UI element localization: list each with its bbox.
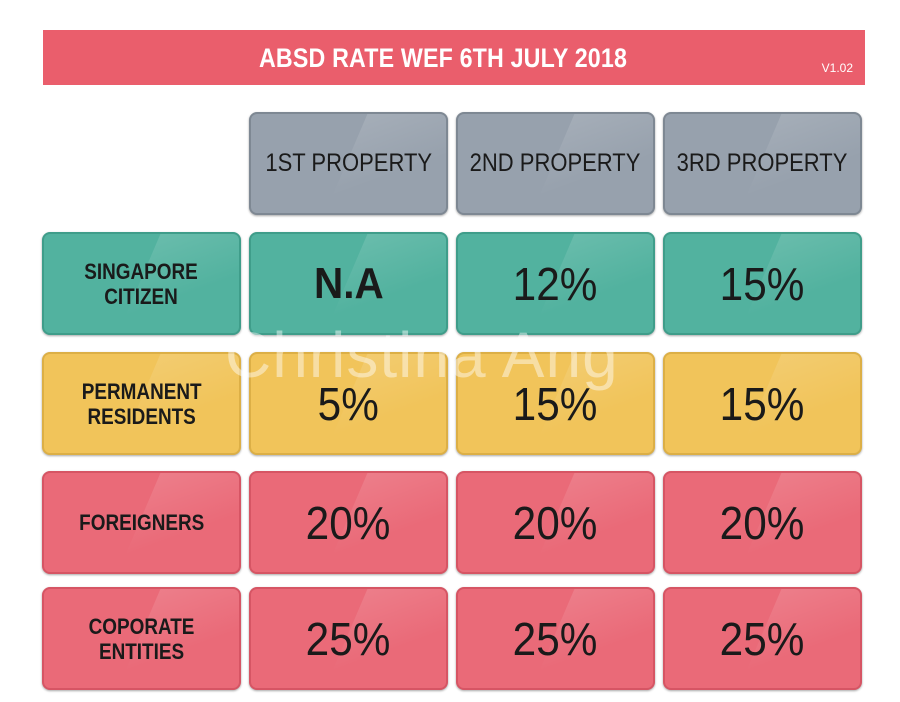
rate-cell-corporate-1st: 25% [249,587,448,690]
rate-cell-corporate-3rd: 25% [663,587,862,690]
column-header-1st-property: 1ST PROPERTY [249,112,448,215]
rate-cell-pr-2nd: 15% [456,352,655,455]
row-label-singapore-citizen: SINGAPORE CITIZEN [42,232,241,335]
rate-cell-pr-1st: 5% [249,352,448,455]
rate-cell-citizen-2nd: 12% [456,232,655,335]
title-banner: ABSD RATE WEF 6TH JULY 2018 V1.02 [43,30,865,85]
rate-cell-citizen-3rd: 15% [663,232,862,335]
rate-cell-foreigners-1st: 20% [249,471,448,574]
rate-cell-foreigners-3rd: 20% [663,471,862,574]
rate-cell-citizen-1st: N.A [249,232,448,335]
rate-cell-pr-3rd: 15% [663,352,862,455]
column-header-3rd-property: 3RD PROPERTY [663,112,862,215]
row-label-permanent-residents: PERMANENT RESIDENTS [42,352,241,455]
version-label: V1.02 [821,61,853,75]
banner-title: ABSD RATE WEF 6TH JULY 2018 [259,43,628,73]
row-label-coporate-entities: COPORATE ENTITIES [42,587,241,690]
rate-cell-corporate-2nd: 25% [456,587,655,690]
row-label-foreigners: FOREIGNERS [42,471,241,574]
column-header-2nd-property: 2ND PROPERTY [456,112,655,215]
rate-cell-foreigners-2nd: 20% [456,471,655,574]
